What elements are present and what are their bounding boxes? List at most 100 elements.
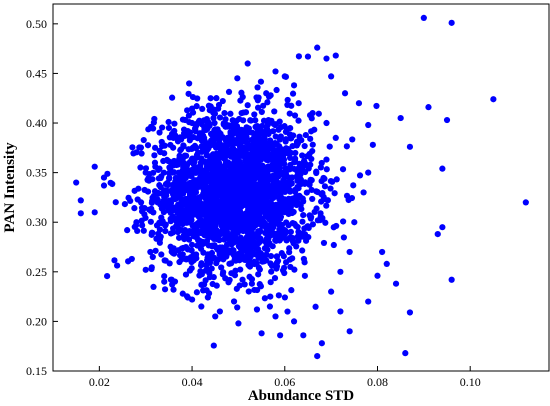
data-point bbox=[259, 143, 266, 150]
data-point bbox=[166, 174, 173, 181]
data-point bbox=[365, 298, 372, 305]
data-point bbox=[259, 168, 267, 175]
data-point bbox=[189, 189, 196, 197]
data-point bbox=[280, 226, 287, 233]
data-point bbox=[266, 303, 274, 310]
data-point bbox=[229, 247, 236, 254]
data-point bbox=[100, 182, 108, 189]
data-point bbox=[284, 149, 291, 156]
data-point bbox=[111, 257, 118, 264]
data-point bbox=[264, 99, 271, 106]
data-point bbox=[147, 218, 154, 225]
data-point bbox=[295, 228, 302, 236]
data-point bbox=[241, 131, 249, 138]
data-point bbox=[261, 295, 268, 302]
data-point bbox=[208, 265, 215, 272]
data-point bbox=[259, 207, 266, 214]
data-point bbox=[133, 219, 140, 226]
data-point bbox=[320, 239, 328, 247]
data-point bbox=[245, 206, 252, 213]
data-point bbox=[148, 199, 155, 206]
data-point bbox=[159, 124, 166, 131]
data-point bbox=[360, 189, 367, 196]
data-point bbox=[202, 277, 209, 284]
data-point bbox=[198, 281, 206, 288]
data-point bbox=[199, 105, 206, 112]
data-point bbox=[263, 90, 270, 97]
data-point bbox=[284, 96, 291, 104]
data-point bbox=[279, 267, 287, 274]
data-point bbox=[150, 119, 157, 126]
data-point bbox=[211, 221, 219, 228]
data-point bbox=[225, 147, 232, 154]
data-point bbox=[231, 272, 239, 279]
data-point bbox=[144, 188, 152, 195]
data-point bbox=[144, 142, 152, 149]
data-point bbox=[196, 130, 204, 137]
data-point bbox=[351, 219, 358, 226]
data-point bbox=[210, 172, 217, 179]
data-point bbox=[190, 156, 197, 163]
data-point bbox=[184, 107, 191, 114]
data-point bbox=[301, 162, 308, 169]
data-point bbox=[219, 134, 226, 141]
data-point bbox=[216, 145, 224, 152]
data-point bbox=[220, 155, 227, 162]
data-point bbox=[301, 142, 308, 150]
data-point bbox=[289, 219, 296, 227]
data-point bbox=[212, 199, 219, 206]
data-point bbox=[275, 292, 282, 299]
data-point bbox=[210, 342, 217, 349]
data-point bbox=[219, 222, 226, 229]
data-point bbox=[185, 112, 192, 119]
data-point bbox=[220, 269, 227, 276]
data-point bbox=[156, 226, 164, 233]
data-point bbox=[235, 134, 242, 142]
data-point bbox=[249, 154, 256, 161]
data-point bbox=[331, 190, 338, 197]
data-point bbox=[260, 138, 267, 145]
data-point bbox=[251, 147, 258, 154]
data-point bbox=[235, 219, 243, 226]
data-point bbox=[177, 157, 184, 165]
data-point bbox=[203, 223, 210, 230]
data-point bbox=[308, 115, 315, 122]
data-point bbox=[295, 237, 302, 244]
data-point bbox=[193, 289, 200, 296]
data-point bbox=[365, 169, 372, 176]
data-point bbox=[290, 318, 298, 325]
data-point bbox=[131, 205, 138, 212]
data-point bbox=[221, 175, 228, 182]
data-point bbox=[290, 82, 298, 89]
data-point bbox=[207, 95, 214, 102]
data-point bbox=[272, 207, 279, 214]
data-point bbox=[307, 135, 314, 142]
data-point bbox=[129, 144, 136, 151]
data-point bbox=[213, 260, 220, 267]
data-point bbox=[228, 201, 235, 208]
data-point bbox=[314, 44, 321, 51]
data-point bbox=[271, 275, 279, 282]
data-point bbox=[200, 145, 207, 152]
data-point bbox=[303, 189, 310, 196]
data-point bbox=[237, 266, 244, 273]
data-point bbox=[174, 228, 182, 236]
data-point bbox=[314, 353, 321, 360]
data-point bbox=[215, 168, 222, 175]
data-point bbox=[200, 117, 208, 124]
data-point bbox=[148, 265, 155, 273]
data-point bbox=[309, 110, 316, 117]
data-point bbox=[231, 157, 238, 164]
data-point bbox=[229, 122, 236, 129]
data-point bbox=[259, 189, 266, 196]
data-point bbox=[183, 152, 190, 159]
data-point bbox=[267, 293, 274, 300]
data-point bbox=[142, 214, 149, 221]
data-point bbox=[318, 159, 325, 167]
data-point bbox=[321, 183, 329, 190]
data-point bbox=[257, 283, 265, 290]
data-point bbox=[439, 165, 446, 172]
data-point bbox=[490, 96, 497, 103]
data-point bbox=[238, 212, 246, 219]
x-axis-label: Abundance STD bbox=[248, 388, 354, 404]
